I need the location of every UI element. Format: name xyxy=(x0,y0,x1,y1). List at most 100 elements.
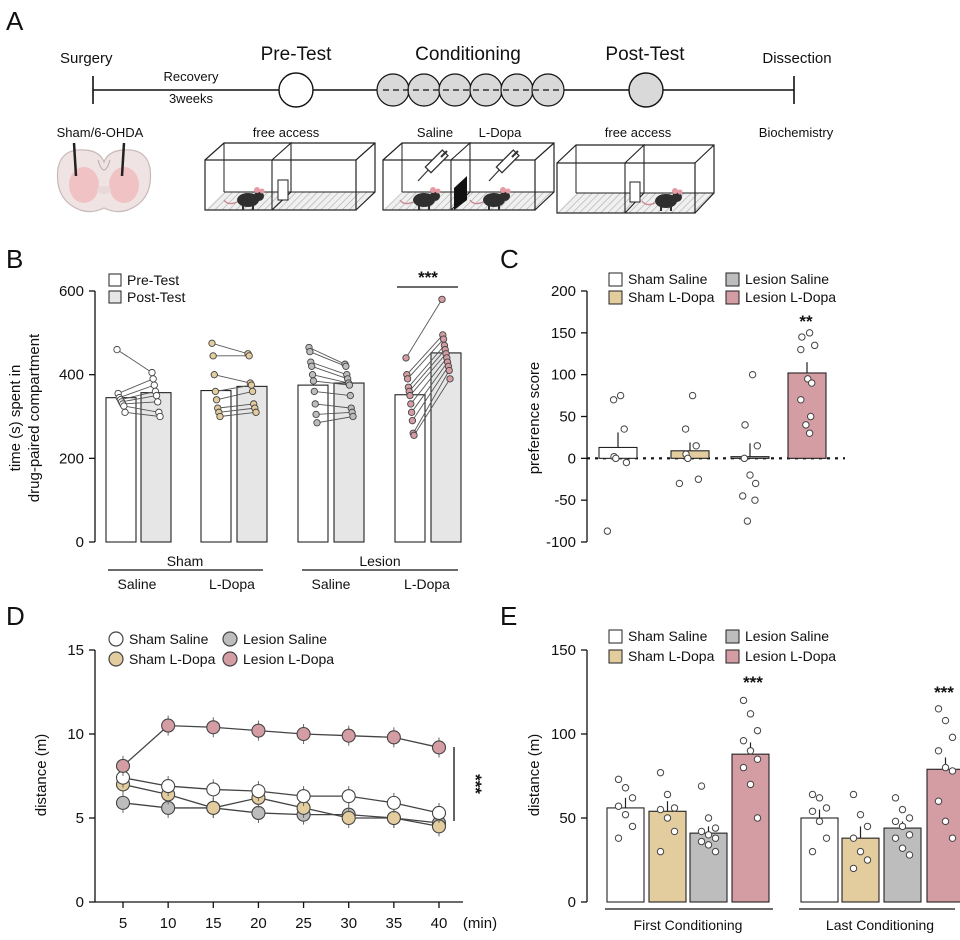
d-y-tick-label: 5 xyxy=(76,810,84,827)
c-point xyxy=(805,429,814,437)
pretest-box-illustration xyxy=(204,141,376,211)
d-axes: 0 5 10 15 5 10 15 20 25 30 35 40 (min) xyxy=(67,642,497,932)
c-point xyxy=(739,492,747,500)
e-point xyxy=(905,814,914,822)
e-point xyxy=(628,822,637,831)
c-point xyxy=(612,454,620,463)
d-lines xyxy=(115,715,447,837)
b-point-pre xyxy=(310,387,318,396)
b-point-pre xyxy=(216,412,224,421)
d-x-tick-label: 40 xyxy=(431,915,448,932)
e-point xyxy=(711,824,720,832)
b-pair-line xyxy=(408,349,446,392)
e-point xyxy=(941,817,950,826)
e-point xyxy=(856,810,865,819)
b-pair-line xyxy=(310,361,347,376)
c-point xyxy=(609,396,618,404)
e-bar xyxy=(606,807,645,903)
c-point xyxy=(810,341,819,350)
timeline-pretest: Pre-Test xyxy=(261,44,332,65)
d-legend-lesion-saline: Lesion Saline xyxy=(243,631,327,647)
b-point-post xyxy=(149,375,157,383)
b-pair-line xyxy=(123,405,159,413)
pretest-marker xyxy=(278,72,314,108)
e-point xyxy=(614,802,623,810)
d-point xyxy=(206,720,221,735)
b-cat-ldopa-1: L-Dopa xyxy=(209,576,255,592)
e-y-tick-label: 0 xyxy=(568,894,576,911)
c-point xyxy=(741,421,749,429)
d-y-tick-label: 10 xyxy=(67,726,84,743)
b-point-pre xyxy=(407,408,416,416)
b-bar-post xyxy=(140,392,172,543)
b-pair-line xyxy=(215,384,252,392)
c-point xyxy=(603,527,612,535)
label-sham-lesion: Sham/6-OHDA xyxy=(57,125,144,140)
b-point-pre xyxy=(313,419,321,427)
panel-label-b: B xyxy=(6,244,23,274)
e-point xyxy=(739,696,748,705)
e-point xyxy=(941,763,950,772)
c-point xyxy=(675,479,684,488)
d-y-tick-label: 0 xyxy=(76,894,84,911)
c-point xyxy=(748,370,757,379)
e-y-tick-label: 150 xyxy=(551,642,576,659)
panel-label-c: C xyxy=(500,244,519,274)
b-pair-line xyxy=(409,353,447,396)
b-point-pre xyxy=(408,417,417,425)
d-point xyxy=(386,795,401,810)
b-y-tick-label: 200 xyxy=(59,450,84,467)
e-ylabel: distance (m) xyxy=(526,734,543,817)
d-legend-lesion-saline-marker xyxy=(222,631,238,647)
e-point xyxy=(663,790,672,799)
e-point xyxy=(808,847,817,856)
conditioning-markers xyxy=(376,73,565,107)
d-series-line xyxy=(122,777,440,814)
b-pair-line xyxy=(412,366,449,421)
b-pair-line xyxy=(120,390,156,401)
c-point xyxy=(751,479,760,488)
b-pair-line xyxy=(315,403,352,409)
b-point-post xyxy=(152,391,161,400)
b-pair-line xyxy=(116,349,153,373)
e-group-labels: First Conditioning Last Conditioning xyxy=(605,908,955,933)
e-y-tick-label: 100 xyxy=(551,726,576,743)
b-category-labels: Sham Lesion Saline L-Dopa Saline L-Dopa xyxy=(108,553,458,592)
e-point xyxy=(808,807,817,815)
b-pair-line xyxy=(216,390,253,401)
d-legend-sham-ldopa: Sham L-Dopa xyxy=(129,651,216,667)
e-legend-sham-saline-swatch xyxy=(608,629,623,644)
e-group-last: Last Conditioning xyxy=(826,917,934,933)
e-point xyxy=(849,864,858,873)
b-point-pre xyxy=(308,362,316,370)
e-point xyxy=(670,827,679,836)
b-points xyxy=(113,295,454,439)
b-point-pre xyxy=(402,354,410,362)
d-point xyxy=(251,723,266,738)
timeline-surgery: Surgery xyxy=(60,50,113,67)
label-ldopa: L-Dopa xyxy=(479,125,522,140)
e-point xyxy=(711,847,720,856)
panel-c: C preference score -100 -50 0 50 100 150 200 S… xyxy=(500,244,845,551)
b-point-post xyxy=(349,412,357,421)
c-point xyxy=(802,421,810,429)
b-point-pre xyxy=(407,400,415,408)
d-x-tick-label: 35 xyxy=(386,915,403,932)
b-significance: *** xyxy=(418,268,438,287)
e-point xyxy=(753,814,762,822)
b-bar-pre xyxy=(297,384,329,543)
e-legend-lesion-ldopa-swatch xyxy=(725,649,740,664)
c-point xyxy=(620,425,628,433)
timeline-conditioning: Conditioning xyxy=(415,44,521,65)
e-point xyxy=(822,834,831,842)
b-pair-line xyxy=(408,345,445,388)
c-point xyxy=(798,333,806,341)
e-significance-last: *** xyxy=(934,683,954,702)
c-y-tick-label: 0 xyxy=(568,450,576,467)
d-legend-lesion-ldopa-marker xyxy=(222,651,238,667)
e-point xyxy=(934,797,943,805)
c-ylabel: preference score xyxy=(526,362,543,475)
label-biochemistry: Biochemistry xyxy=(759,125,834,140)
e-point xyxy=(898,805,907,814)
e-legend-sham-ldopa-swatch xyxy=(608,649,623,664)
